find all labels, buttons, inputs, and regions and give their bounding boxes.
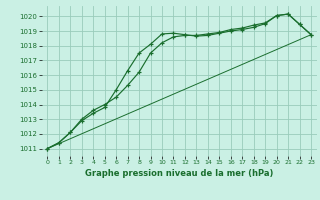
X-axis label: Graphe pression niveau de la mer (hPa): Graphe pression niveau de la mer (hPa) [85,169,273,178]
